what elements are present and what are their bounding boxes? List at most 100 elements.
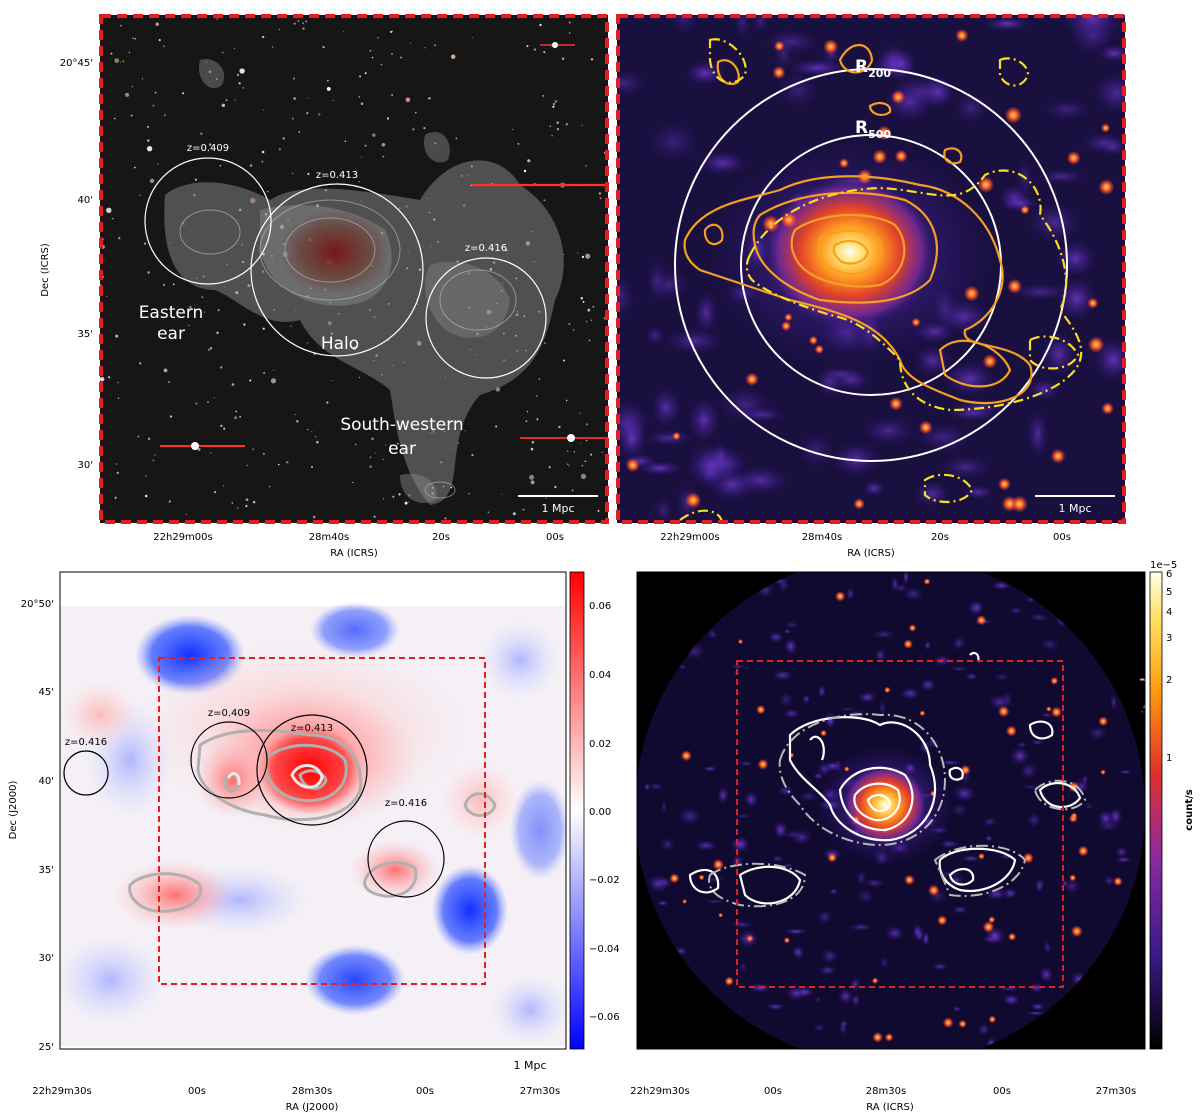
xray-noise-blob bbox=[789, 58, 846, 77]
star bbox=[526, 44, 529, 48]
xray-cluster-core bbox=[765, 177, 935, 327]
star bbox=[530, 447, 534, 451]
star bbox=[252, 500, 256, 504]
star bbox=[252, 448, 254, 450]
xray-noise-blob bbox=[813, 1023, 826, 1033]
xray-noise-blob bbox=[874, 648, 886, 663]
xray-noise-blob bbox=[694, 840, 718, 852]
star bbox=[373, 515, 376, 518]
xray-noise-blob bbox=[821, 948, 839, 964]
negative-region bbox=[490, 975, 566, 1045]
star bbox=[239, 68, 245, 74]
xray-noise-blob bbox=[890, 576, 899, 592]
star bbox=[155, 22, 159, 26]
xray-noise-blob bbox=[1054, 240, 1096, 278]
xray-point-source bbox=[1020, 205, 1030, 215]
star bbox=[354, 443, 357, 446]
xray-point-source bbox=[682, 898, 688, 904]
axes-frame bbox=[59, 571, 567, 1050]
xray-noise-blob bbox=[617, 417, 647, 460]
star bbox=[144, 494, 148, 498]
star bbox=[293, 22, 296, 25]
xray-noise-blob bbox=[1027, 379, 1061, 400]
r500-label: R500 bbox=[855, 118, 891, 141]
xray-point-source bbox=[958, 1019, 967, 1029]
xray-noise-blob bbox=[771, 855, 785, 863]
xray-point-source bbox=[773, 40, 785, 52]
star bbox=[291, 117, 294, 120]
xray-noise-blob bbox=[656, 877, 673, 888]
star bbox=[549, 125, 552, 128]
star bbox=[538, 378, 541, 380]
xray-noise-blob bbox=[952, 905, 968, 914]
xray-noise-blob bbox=[617, 70, 647, 96]
xray-point-source bbox=[998, 477, 1011, 491]
xray-noise-blob bbox=[1114, 856, 1133, 863]
star bbox=[542, 94, 545, 97]
y-tick-label: 20°45' bbox=[60, 58, 93, 69]
xray-noise-blob bbox=[1039, 638, 1060, 651]
xray-point-source bbox=[1098, 179, 1115, 196]
star bbox=[590, 453, 593, 456]
xray-noise-blob bbox=[764, 29, 818, 54]
star bbox=[246, 464, 248, 467]
star bbox=[234, 416, 238, 420]
xray-noise-blob bbox=[968, 600, 985, 616]
colorbar-tick: 6 bbox=[1166, 569, 1172, 580]
xray-noise-blob bbox=[783, 708, 800, 719]
xray-noise-blob bbox=[1016, 741, 1028, 749]
star bbox=[302, 22, 305, 25]
galaxy-density-blob bbox=[199, 59, 225, 89]
xray-noise-blob bbox=[1026, 409, 1049, 458]
star bbox=[117, 397, 120, 399]
star bbox=[585, 165, 587, 167]
star bbox=[584, 460, 587, 463]
xray-point-source bbox=[737, 639, 744, 645]
star bbox=[314, 436, 317, 438]
star bbox=[369, 49, 372, 52]
star bbox=[580, 296, 584, 300]
star bbox=[207, 401, 209, 403]
xray-point-source bbox=[963, 285, 980, 302]
star bbox=[158, 39, 161, 42]
star bbox=[512, 512, 516, 516]
xray-noise-blob bbox=[716, 786, 730, 805]
xray-noise-blob bbox=[1115, 846, 1128, 858]
x-tick-label: 22h29m30s bbox=[32, 1086, 91, 1097]
star bbox=[209, 346, 213, 350]
xray-point-source bbox=[1008, 932, 1017, 941]
xray-noise-blob bbox=[923, 640, 932, 651]
star bbox=[410, 42, 412, 44]
star bbox=[298, 130, 301, 133]
star bbox=[558, 425, 561, 429]
star bbox=[221, 103, 225, 107]
star bbox=[568, 21, 571, 24]
star bbox=[511, 128, 514, 131]
x-tick-label: 00s bbox=[993, 1086, 1011, 1097]
xray-noise-blob bbox=[902, 572, 910, 585]
star bbox=[536, 418, 539, 420]
xray-noise-blob bbox=[1032, 1058, 1050, 1064]
colorbar-count-rate bbox=[1149, 571, 1163, 1050]
xray-noise-blob bbox=[922, 931, 930, 947]
xray-point-source bbox=[1101, 402, 1114, 415]
xray-noise-blob bbox=[778, 691, 794, 707]
star bbox=[266, 190, 269, 193]
label-ear: ear bbox=[157, 324, 185, 344]
star bbox=[270, 378, 277, 384]
star bbox=[245, 498, 249, 502]
xray-point-source bbox=[1046, 706, 1052, 712]
colorbar-tick: 1 bbox=[1166, 753, 1172, 764]
positive-region bbox=[196, 742, 268, 818]
xray-noise-blob bbox=[661, 798, 668, 815]
star bbox=[114, 496, 117, 499]
star bbox=[580, 442, 582, 444]
x-axis-label: RA (ICRS) bbox=[866, 1102, 914, 1113]
star bbox=[213, 397, 215, 399]
xray-point-source bbox=[904, 874, 915, 886]
star bbox=[147, 437, 151, 440]
star bbox=[222, 51, 224, 54]
radio-contours-solid bbox=[688, 651, 1082, 905]
label-halo: Halo bbox=[321, 334, 359, 354]
xray-noise-blob bbox=[711, 441, 731, 471]
